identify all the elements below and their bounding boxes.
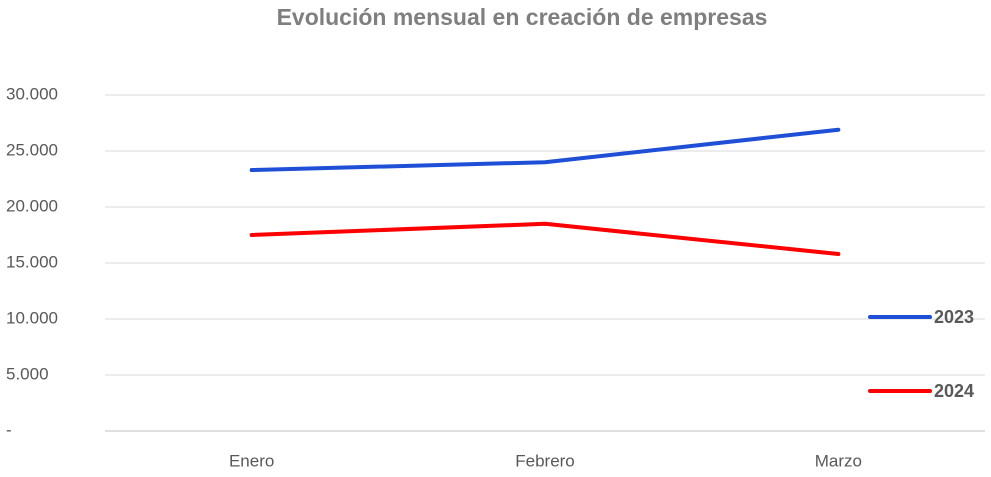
chart-title: Evolución mensual en creación de empresa… xyxy=(277,4,768,30)
x-tick-label: Enero xyxy=(229,451,274,470)
y-tick-label: - xyxy=(6,420,12,439)
y-tick-label: 5.000 xyxy=(6,364,49,383)
y-tick-label: 30.000 xyxy=(6,84,58,103)
x-tick-label: Marzo xyxy=(815,451,862,470)
x-tick-label: Febrero xyxy=(515,451,575,470)
y-tick-label: 10.000 xyxy=(6,308,58,327)
series-line xyxy=(249,221,841,257)
y-tick-label: 25.000 xyxy=(6,140,58,159)
y-tick-label: 15.000 xyxy=(6,252,58,271)
series-line xyxy=(249,127,841,173)
legend-label: 2024 xyxy=(934,381,974,401)
y-tick-label: 20.000 xyxy=(6,196,58,215)
legend-label: 2023 xyxy=(934,307,974,327)
